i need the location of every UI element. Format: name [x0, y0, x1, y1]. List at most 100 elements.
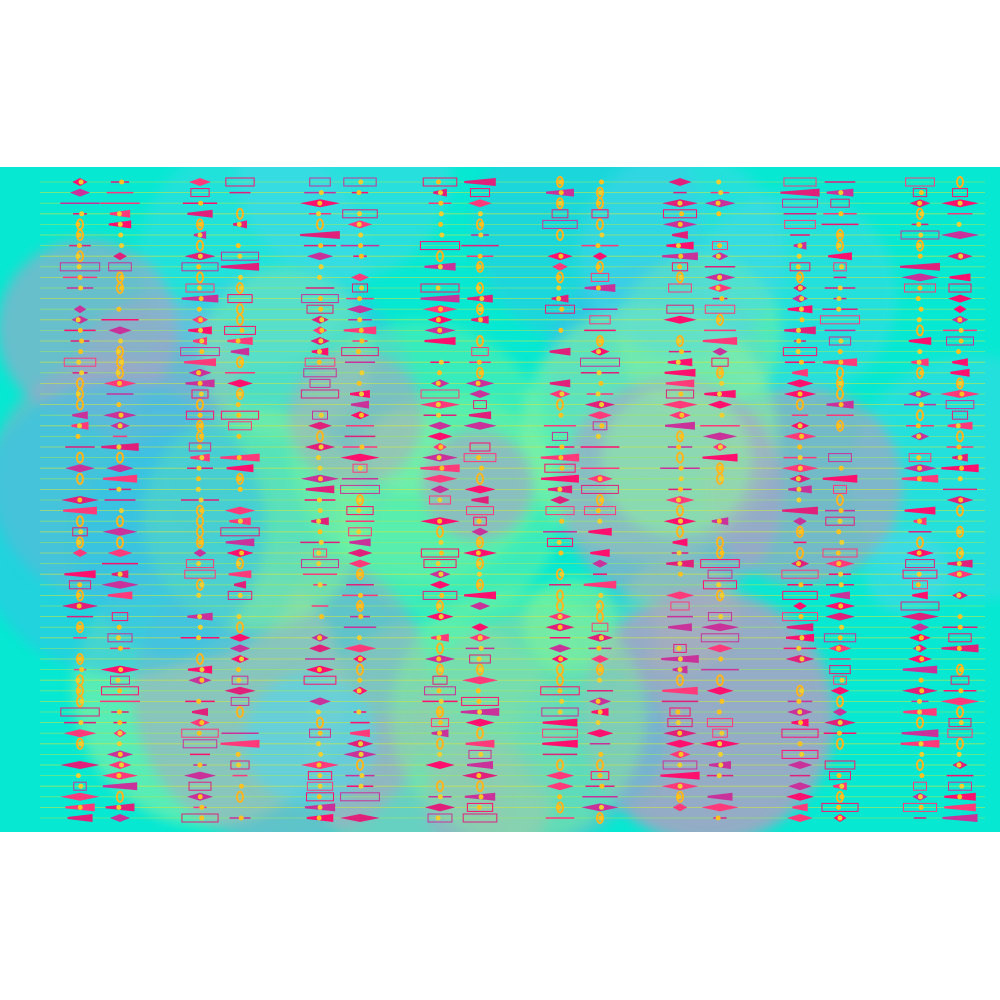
dot-glyph	[678, 274, 684, 280]
dot-glyph	[477, 253, 483, 259]
bean-glyph	[556, 600, 564, 612]
box-glyph	[228, 421, 252, 431]
box-glyph	[340, 484, 380, 494]
dot-glyph	[916, 550, 922, 556]
violin-glyph	[60, 761, 100, 769]
dot-glyph	[677, 730, 683, 736]
dot-glyph	[237, 592, 243, 598]
box-glyph	[822, 548, 858, 558]
wedge-glyph	[463, 591, 497, 600]
box-glyph	[220, 410, 260, 420]
dot-glyph	[438, 444, 444, 450]
dot-glyph	[357, 317, 363, 323]
box-glyph	[829, 665, 851, 675]
dot-glyph	[918, 804, 924, 810]
box-glyph	[579, 357, 621, 367]
box-glyph	[823, 633, 857, 643]
dot-glyph	[438, 698, 444, 704]
box-glyph	[468, 749, 492, 759]
violin-glyph	[430, 485, 450, 494]
box-glyph	[707, 569, 733, 579]
box-glyph	[351, 283, 369, 293]
dot-glyph	[237, 486, 243, 492]
dot-glyph	[478, 794, 484, 800]
bean-glyph	[196, 271, 204, 284]
dot-glyph	[799, 751, 805, 757]
dot-glyph	[678, 476, 684, 482]
box-glyph	[781, 612, 819, 622]
dot-glyph	[837, 815, 843, 821]
dot-glyph	[437, 518, 443, 524]
bean-glyph	[476, 335, 484, 347]
dot-glyph	[677, 264, 683, 270]
dot-glyph	[918, 741, 924, 747]
dot-glyph	[438, 221, 444, 227]
dot-glyph	[78, 349, 84, 355]
dot-glyph	[919, 211, 925, 217]
dot-glyph	[595, 200, 601, 206]
bean-glyph	[676, 451, 684, 464]
wedge-glyph	[191, 708, 209, 716]
box-glyph	[304, 357, 336, 367]
wedge-glyph	[912, 591, 928, 600]
box-glyph	[230, 760, 250, 770]
box-glyph	[342, 209, 378, 219]
violin-glyph	[309, 697, 331, 706]
dot-glyph	[917, 200, 923, 206]
dot-glyph	[199, 338, 205, 344]
dot-glyph	[958, 667, 964, 673]
dot-glyph	[595, 391, 601, 397]
dot-glyph	[116, 486, 122, 492]
dot-glyph	[836, 529, 842, 535]
dot-glyph	[196, 592, 202, 598]
box-glyph	[781, 728, 819, 738]
violin-glyph	[469, 602, 491, 610]
dot-glyph	[359, 285, 365, 291]
dot-glyph	[118, 667, 124, 673]
dot-glyph	[557, 614, 563, 620]
dot-glyph	[318, 264, 324, 270]
violin-glyph	[424, 803, 456, 812]
violin-glyph	[901, 273, 939, 282]
bean-glyph	[596, 759, 604, 771]
violin-glyph	[592, 559, 608, 568]
dot-glyph	[116, 624, 122, 630]
dot-glyph	[235, 402, 241, 408]
box-glyph	[551, 431, 569, 441]
dot-glyph	[558, 327, 564, 333]
box-glyph	[420, 548, 460, 558]
dot-glyph	[316, 815, 322, 821]
dot-glyph	[717, 465, 723, 471]
dot-glyph	[596, 349, 602, 355]
dot-glyph	[918, 306, 924, 312]
dot-glyph	[435, 815, 441, 821]
box-glyph	[184, 569, 216, 579]
bean-glyph	[196, 239, 204, 252]
bean-glyph	[236, 621, 244, 634]
dot-glyph	[797, 391, 803, 397]
dot-glyph	[917, 465, 923, 471]
dot-glyph	[676, 550, 682, 556]
dot-glyph	[917, 349, 923, 355]
dot-glyph	[597, 338, 603, 344]
dot-glyph	[117, 720, 123, 726]
box-glyph	[592, 421, 608, 431]
box-glyph	[309, 378, 331, 388]
dot-glyph	[956, 645, 962, 651]
dot-glyph	[918, 635, 924, 641]
box-glyph	[305, 792, 335, 802]
dot-glyph	[557, 624, 563, 630]
dot-glyph	[675, 359, 681, 365]
dot-glyph	[675, 709, 681, 715]
dot-glyph	[557, 794, 563, 800]
wedge-glyph	[944, 803, 976, 812]
dot-glyph	[837, 635, 843, 641]
box-glyph	[346, 506, 374, 516]
dot-glyph	[76, 359, 82, 365]
box-glyph	[782, 347, 818, 357]
dot-glyph	[476, 539, 482, 545]
dot-glyph	[719, 550, 725, 556]
dot-glyph	[559, 444, 565, 450]
bean-glyph	[76, 653, 84, 665]
violin-glyph	[663, 315, 697, 324]
